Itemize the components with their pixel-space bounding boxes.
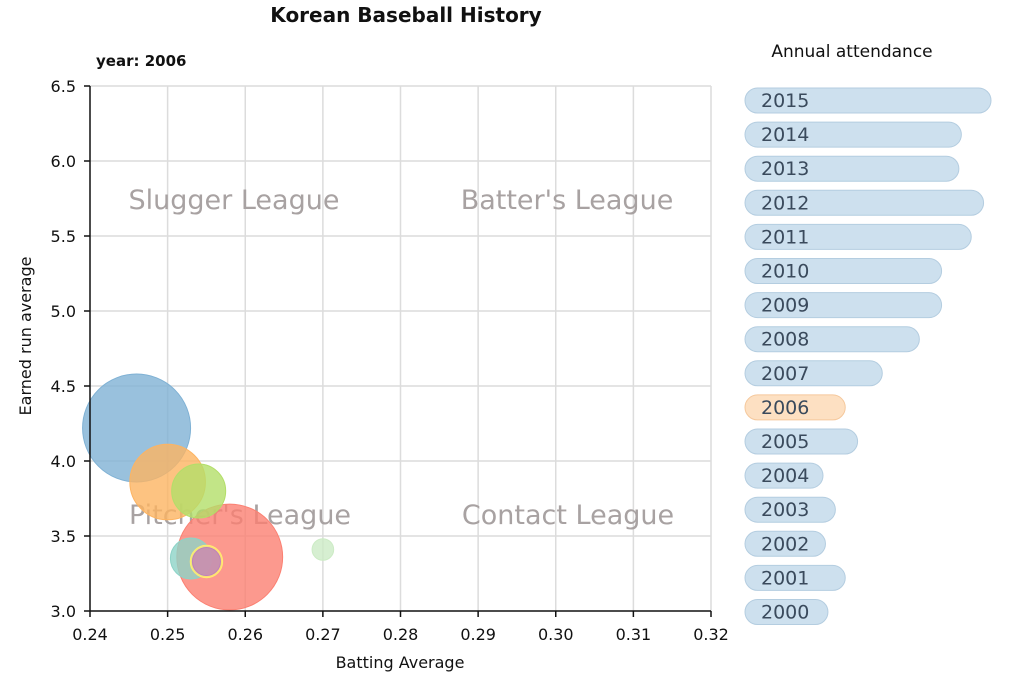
- y-tick-label: 6.0: [51, 152, 76, 171]
- y-tick-label: 5.0: [51, 302, 76, 321]
- attendance-year-item[interactable]: 2001: [744, 564, 846, 591]
- attendance-year-item[interactable]: 2014: [744, 121, 962, 148]
- attendance-year-item[interactable]: 2012: [744, 189, 985, 216]
- x-tick-label: 0.29: [460, 625, 496, 644]
- bubble-point[interactable]: [191, 546, 221, 577]
- attendance-year-label: 2004: [761, 465, 809, 487]
- y-tick-label: 3.0: [51, 602, 76, 621]
- attendance-bar[interactable]: [744, 258, 943, 284]
- attendance-bar[interactable]: [744, 360, 883, 387]
- attendance-bar[interactable]: [744, 223, 972, 250]
- attendance-year-list: 2015 2014 2013 2012 2011 2010 2009 2008 2007 2006…: [744, 87, 992, 625]
- attendance-bar[interactable]: [744, 496, 836, 523]
- attendance-year-label: 2007: [761, 363, 809, 385]
- quadrant-label-contact: Contact League: [462, 500, 674, 531]
- attendance-bar[interactable]: [744, 155, 960, 182]
- attendance-year-label: 2000: [761, 602, 809, 624]
- attendance-bar[interactable]: [744, 292, 943, 319]
- attendance-year-label: 2011: [761, 226, 809, 248]
- attendance-year-label: 2001: [761, 567, 809, 589]
- attendance-bar[interactable]: [744, 189, 985, 216]
- attendance-bar[interactable]: [744, 428, 859, 455]
- attendance-year-label: 2014: [761, 124, 809, 146]
- attendance-year-item[interactable]: 2010: [744, 258, 943, 284]
- y-tick-label: 4.0: [51, 452, 76, 471]
- x-axis-title: Batting Average: [336, 653, 465, 672]
- x-tick-label: 0.26: [227, 625, 263, 644]
- y-tick-label: 3.5: [51, 527, 76, 546]
- attendance-year-label: 2003: [761, 499, 809, 521]
- attendance-legend-title: Annual attendance: [771, 42, 933, 62]
- attendance-year-item[interactable]: 2008: [744, 326, 920, 353]
- attendance-bar[interactable]: [744, 87, 992, 114]
- attendance-year-label: 2013: [761, 158, 809, 180]
- y-tick-label: 4.5: [51, 377, 76, 396]
- x-tick-label: 0.31: [616, 625, 652, 644]
- attendance-bar[interactable]: [744, 530, 826, 557]
- attendance-year-label: 2012: [761, 192, 809, 214]
- x-tick-label: 0.27: [305, 625, 341, 644]
- bubble-point[interactable]: [311, 538, 335, 561]
- y-axis-title: Earned run average: [16, 257, 35, 416]
- attendance-bar[interactable]: [744, 462, 824, 489]
- bubble-layer: [82, 373, 335, 611]
- attendance-bar[interactable]: [744, 599, 829, 625]
- attendance-year-item[interactable]: 2003: [744, 496, 836, 523]
- grid-layer: [90, 85, 712, 611]
- attendance-year-item[interactable]: 2009: [744, 292, 943, 319]
- x-tick-label: 0.32: [693, 625, 729, 644]
- attendance-bar[interactable]: [744, 121, 962, 148]
- attendance-year-label: 2009: [761, 295, 809, 317]
- attendance-year-item[interactable]: 2011: [744, 223, 972, 250]
- attendance-year-item[interactable]: 2005: [744, 428, 859, 455]
- x-tick-label: 0.25: [150, 625, 186, 644]
- attendance-year-item[interactable]: 2004: [744, 462, 824, 489]
- x-tick-label: 0.30: [538, 625, 574, 644]
- attendance-year-item[interactable]: 2002: [744, 530, 826, 557]
- y-tick-label: 5.5: [51, 227, 76, 246]
- attendance-bar[interactable]: [744, 326, 920, 353]
- attendance-year-item[interactable]: 2015: [744, 87, 992, 114]
- quadrant-label-slugger: Slugger League: [129, 185, 340, 216]
- x-tick-label: 0.24: [72, 625, 108, 644]
- x-tick-label: 0.28: [383, 625, 419, 644]
- y-tick-label: 6.5: [51, 77, 76, 96]
- axis-layer: 0.24 0.25 0.26 0.27 0.28 0.29 0.30 0.31 0.32 3.0 3…: [51, 77, 729, 644]
- attendance-year-label: 2015: [761, 90, 809, 112]
- attendance-bar[interactable]: [744, 394, 846, 421]
- attendance-year-label: 2002: [761, 533, 809, 555]
- attendance-year-label: 2005: [761, 431, 809, 453]
- attendance-year-item[interactable]: 2000: [744, 599, 829, 625]
- chart-title: Korean Baseball History: [270, 3, 542, 27]
- attendance-bar[interactable]: [744, 564, 846, 591]
- attendance-year-item[interactable]: 2006: [744, 394, 846, 421]
- attendance-year-label: 2010: [761, 261, 809, 283]
- attendance-year-label: 2006: [761, 397, 809, 419]
- attendance-year-item[interactable]: 2013: [744, 155, 960, 182]
- attendance-year-label: 2008: [761, 329, 809, 351]
- attendance-year-item[interactable]: 2007: [744, 360, 883, 387]
- year-label: year: 2006: [96, 52, 187, 70]
- bubble-point[interactable]: [171, 463, 227, 519]
- quadrant-label-batter: Batter's League: [461, 185, 674, 216]
